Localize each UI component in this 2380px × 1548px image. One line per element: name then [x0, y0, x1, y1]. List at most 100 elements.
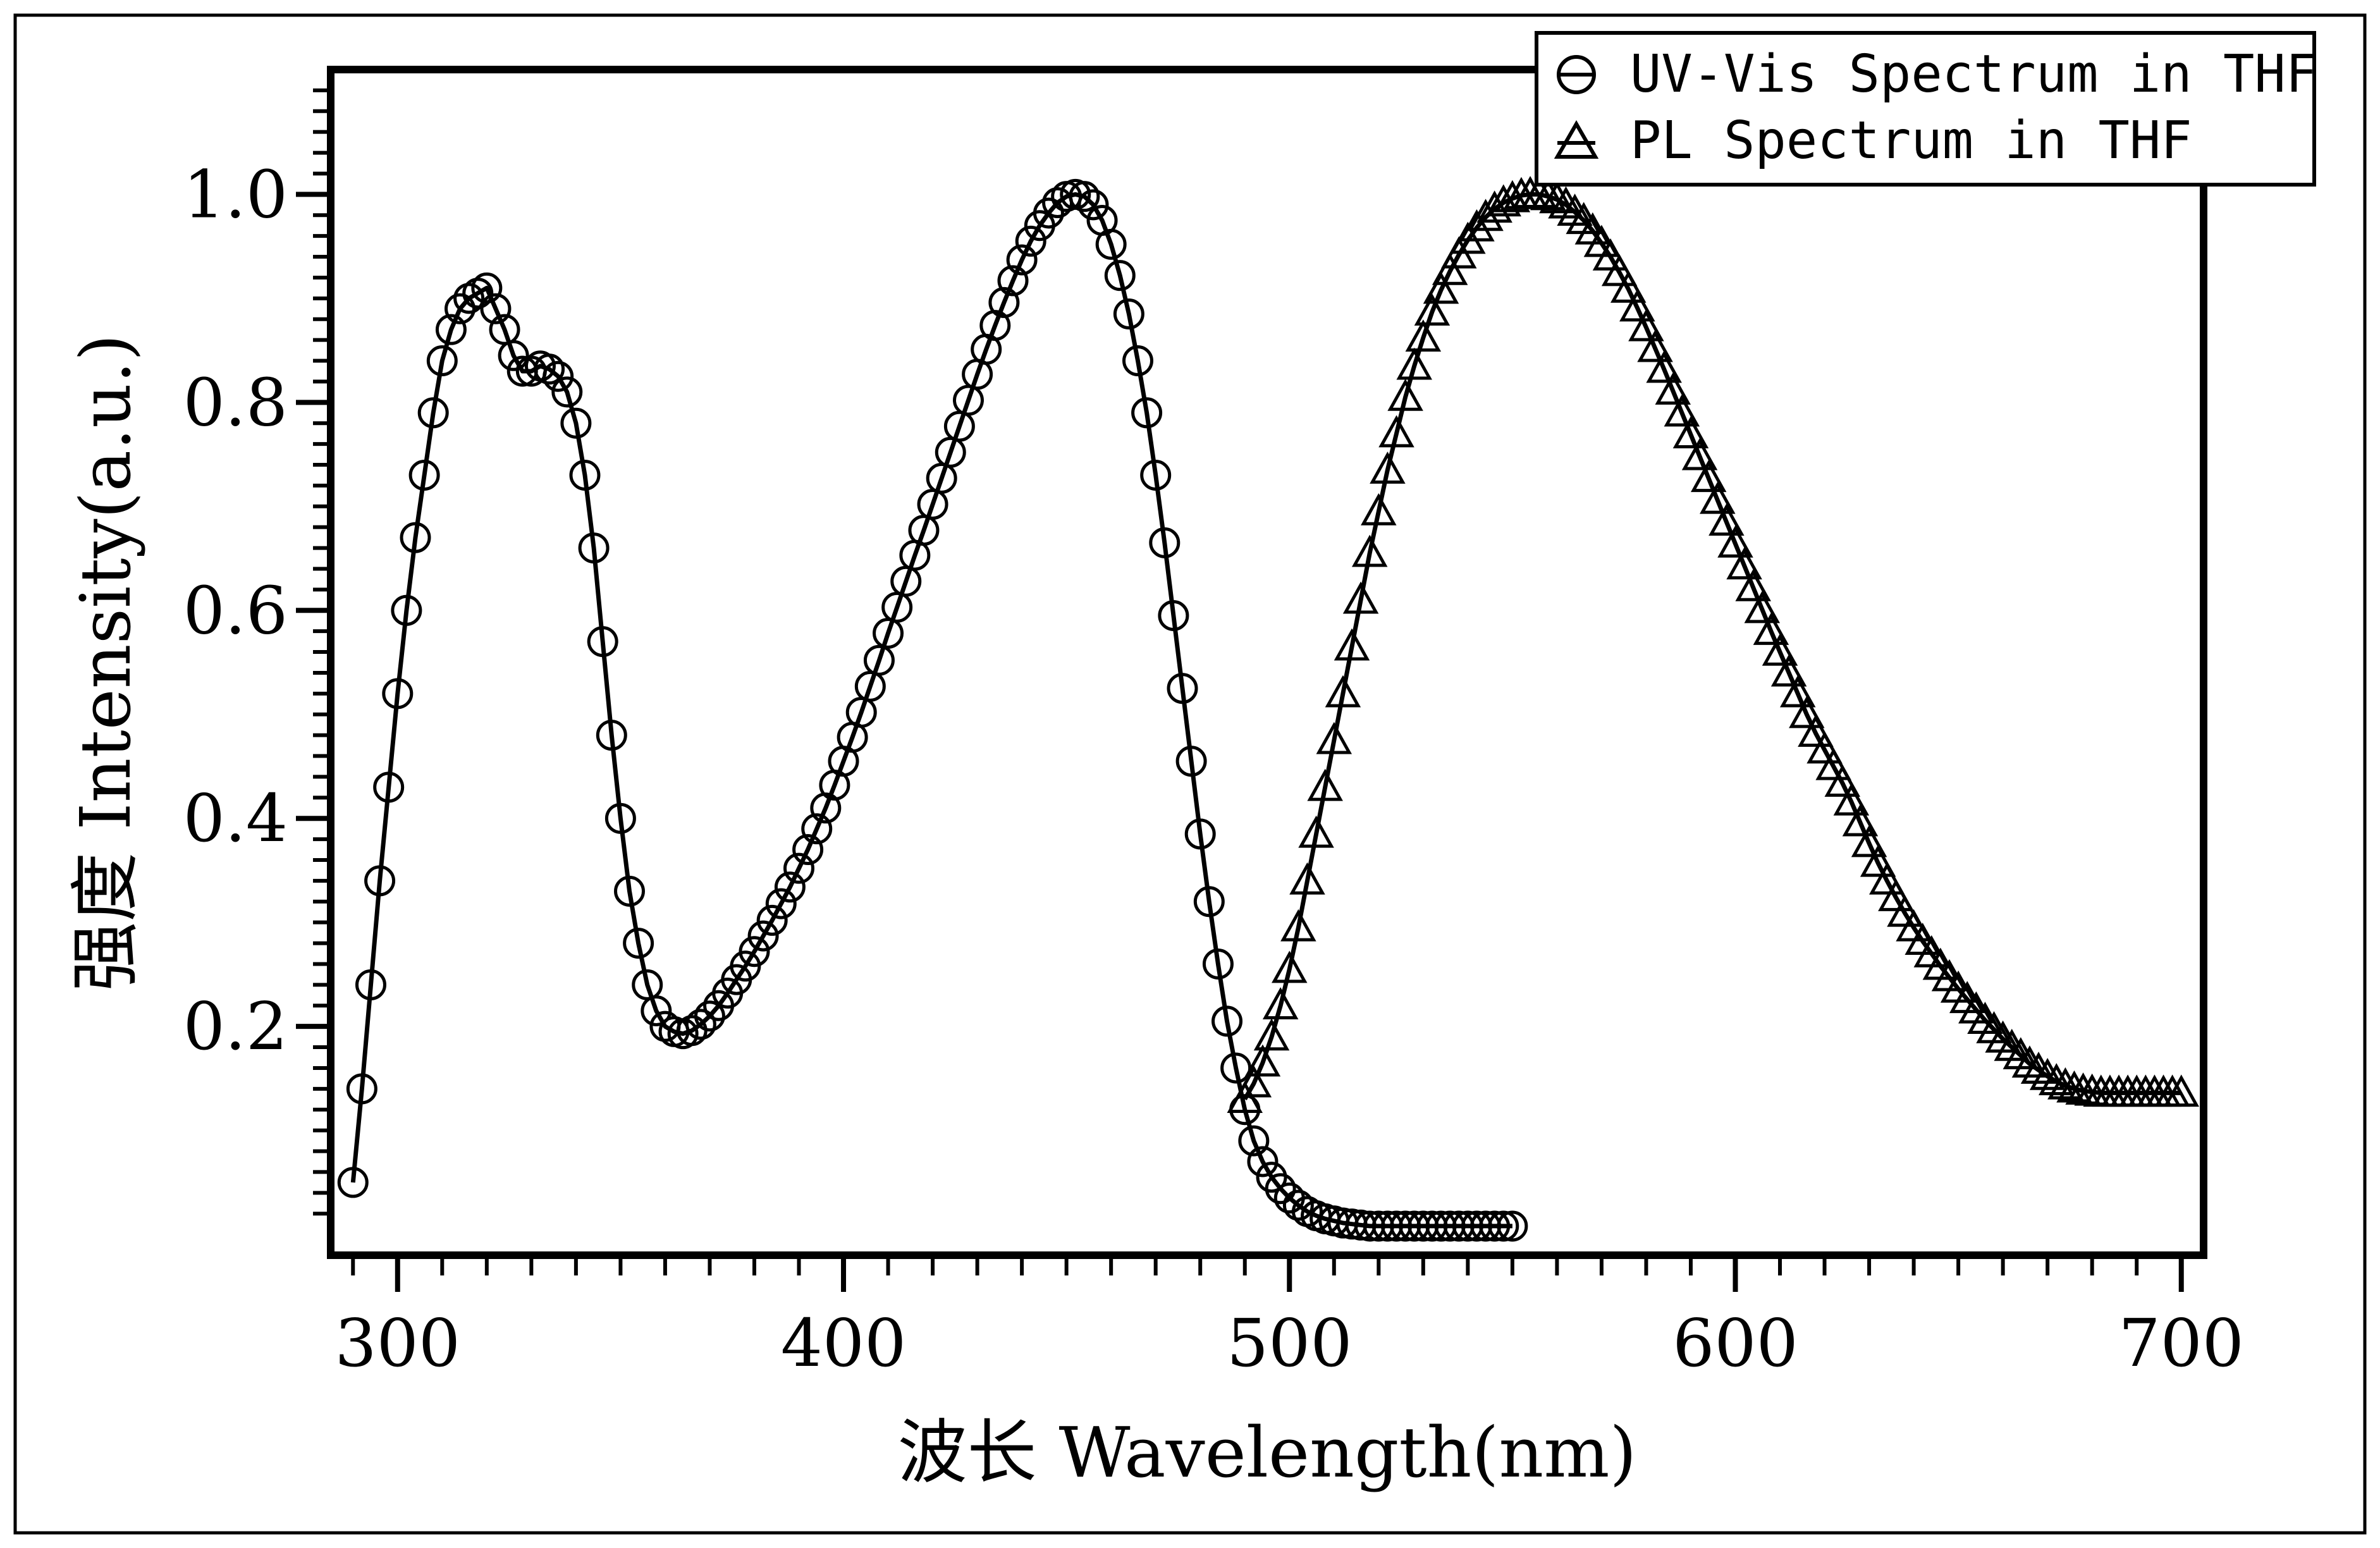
uv-vis-point	[364, 865, 396, 897]
pl-point	[1664, 394, 1700, 427]
uv-vis-point	[1497, 1210, 1528, 1242]
legend-marker-circle	[1557, 55, 1596, 94]
pl-point	[1833, 783, 1870, 816]
pl-point	[1370, 452, 1406, 484]
uv-vis-point	[337, 1167, 369, 1198]
pl-point	[1272, 950, 1308, 983]
uv-vis-point	[578, 532, 610, 564]
uv-vis-point	[596, 720, 627, 751]
pl-point	[1307, 768, 1343, 801]
y-tick-label: 0.8	[183, 364, 288, 441]
uv-vis-point	[774, 871, 806, 903]
pl-point	[1236, 1065, 1272, 1098]
pl-point	[1869, 862, 1905, 895]
pl-point	[1806, 731, 1843, 764]
pl-point	[1351, 534, 1388, 567]
pl-point	[1815, 747, 1851, 780]
legend-label-uv-vis: UV-Vis Spectrum in THF	[1630, 44, 2317, 104]
uv-vis-point	[792, 834, 824, 866]
pl-point	[1878, 879, 1914, 911]
pl-point	[1851, 825, 1887, 857]
uv-vis-point	[1193, 886, 1225, 918]
y-tick-label: 0.4	[183, 780, 288, 857]
legend: UV-Vis Spectrum in THF PL Spectrum in TH…	[1535, 31, 2317, 187]
pl-point	[2047, 1067, 2083, 1100]
pl-point	[1423, 271, 1459, 304]
pl-point	[1610, 270, 1647, 303]
uv-vis-point	[391, 594, 422, 626]
pl-point	[1690, 460, 1727, 493]
uv-vis-point	[400, 522, 431, 553]
uv-vis-point	[1247, 1146, 1279, 1177]
uv-vis-point	[765, 888, 797, 919]
uv-vis-point	[543, 360, 574, 392]
legend-label-pl: PL Spectrum in THF	[1630, 111, 2192, 171]
pl-point	[1717, 525, 1753, 558]
pl-point	[2056, 1070, 2092, 1103]
uv-vis-point	[1488, 1210, 1519, 1242]
pl-point	[1646, 350, 1682, 383]
uv-vis-point	[1140, 459, 1172, 491]
pl-point	[1521, 176, 1557, 209]
pl-point	[1708, 503, 1745, 536]
pl-point	[1619, 289, 1655, 322]
uv-vis-point	[1069, 181, 1100, 212]
pl-point	[2011, 1045, 2048, 1078]
pl-point	[1798, 715, 1834, 747]
uv-vis-point	[1479, 1210, 1511, 1242]
uv-vis-point	[1077, 189, 1109, 221]
uv-vis-point	[1211, 1005, 1243, 1037]
pl-point	[1753, 613, 1789, 645]
uv-vis-point	[373, 771, 405, 803]
pl-point	[1744, 591, 1781, 624]
uv-vis-point	[445, 293, 476, 324]
uv-vis-point	[569, 459, 601, 491]
pl-point	[1735, 568, 1771, 601]
pl-point	[1342, 581, 1379, 614]
uv-vis-point	[623, 928, 654, 959]
pl-point	[1298, 815, 1334, 848]
uv-vis-point	[346, 1073, 377, 1105]
x-tick-label: 300	[335, 1305, 461, 1382]
pl-point	[1227, 1081, 1263, 1113]
pl-point	[1316, 722, 1353, 754]
pl-point	[1601, 254, 1638, 286]
pl-point	[1414, 293, 1451, 326]
uv-vis-point	[1122, 345, 1153, 377]
uv-vis-point	[1175, 746, 1207, 777]
uv-vis-point	[739, 936, 770, 968]
x-tick-label: 500	[1227, 1305, 1353, 1382]
pl-point	[1289, 862, 1325, 895]
plot-frame	[327, 66, 2207, 1259]
pl-point	[1592, 238, 1629, 271]
pl-point	[1396, 347, 1432, 380]
pl-point	[1655, 372, 1691, 405]
uv-vis-point	[604, 802, 636, 834]
pl-point	[1548, 186, 1584, 219]
pl-point	[1762, 633, 1798, 666]
pl-point	[1476, 190, 1512, 223]
pl-point	[1842, 804, 1879, 837]
uv-vis-point	[783, 852, 814, 884]
pl-point	[1325, 675, 1361, 708]
pl-point	[1244, 1044, 1281, 1077]
uv-vis-point	[1238, 1125, 1270, 1157]
uv-vis-point	[1095, 228, 1127, 260]
uv-vis-point	[551, 376, 583, 408]
pl-point	[1378, 415, 1414, 448]
x-axis-label: 波长 Wavelength(nm)	[898, 1412, 1637, 1493]
uv-vis-point	[747, 920, 779, 952]
pl-point	[1824, 765, 1861, 797]
legend-box	[1535, 31, 2316, 187]
uv-vis-point	[1033, 197, 1064, 229]
pl-point	[1262, 987, 1299, 1019]
uv-vis-point	[863, 644, 895, 676]
tick-labels: 300 400 500 600 700 0.2 0.4 0.6 0.8 1.0	[183, 156, 2244, 1382]
uv-vis-point	[471, 272, 503, 304]
x-tick-label: 700	[2118, 1305, 2244, 1382]
pl-point	[1700, 481, 1736, 514]
pl-point	[2039, 1063, 2075, 1096]
uv-vis-point	[417, 397, 449, 429]
pl-point	[1334, 628, 1370, 661]
